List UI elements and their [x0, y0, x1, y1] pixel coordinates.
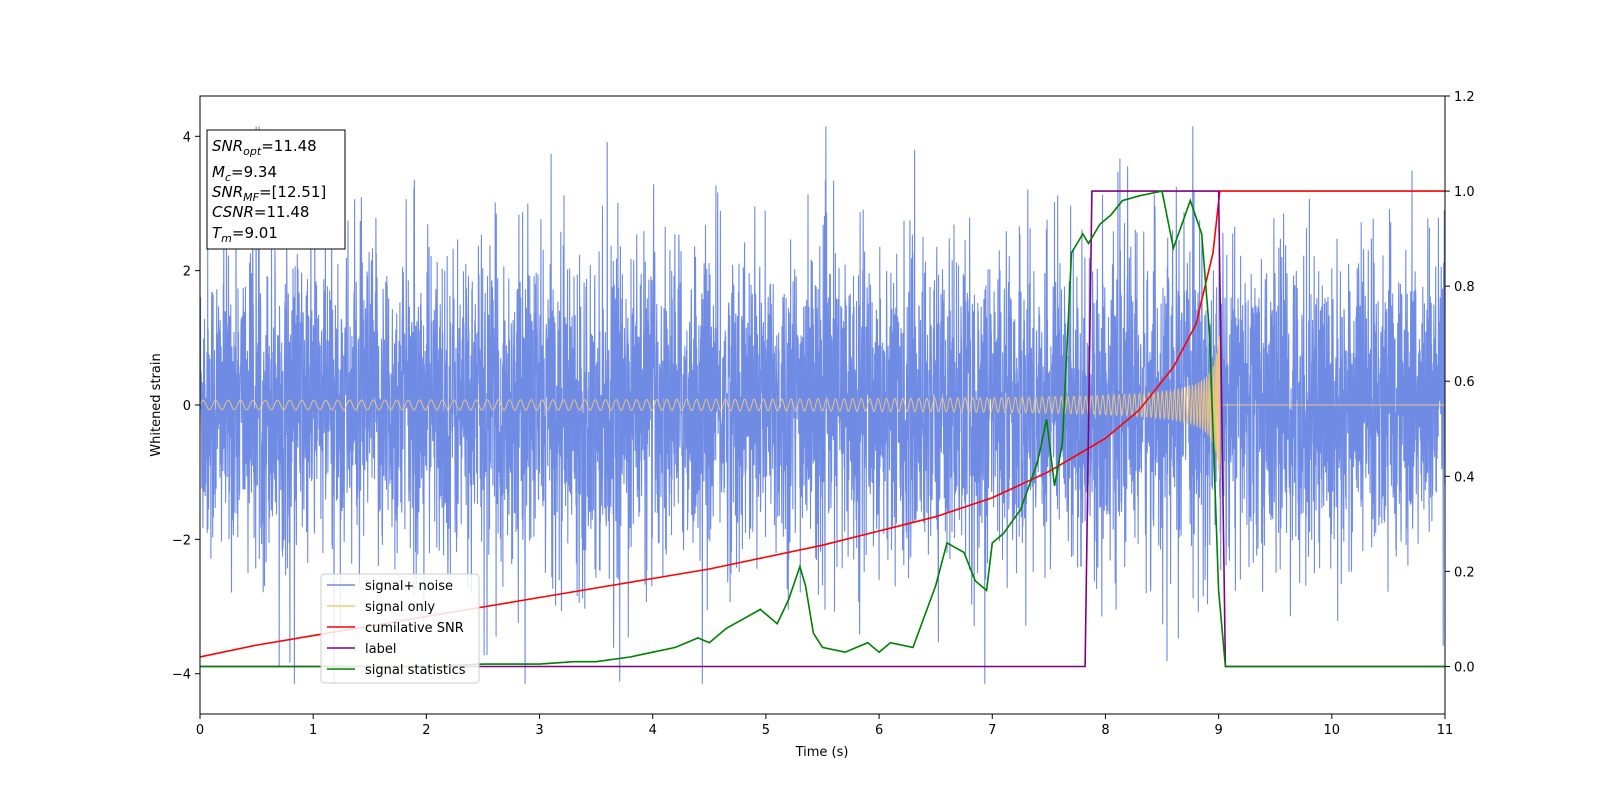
info-box: SNRopt=11.48 Mc=9.34 SNRMF=[12.51] CSNR=… [206, 129, 346, 250]
x-tick-label: 5 [762, 723, 770, 738]
series-signal-statistics [200, 190, 1445, 668]
x-tick-label: 0 [196, 723, 204, 738]
y-tick-label-right: 1.0 [1454, 185, 1475, 200]
y-tick-label-right: 0.2 [1454, 565, 1475, 580]
y-axis-left: −4 −2 0 2 4 [172, 130, 200, 683]
x-tick-label: 3 [535, 723, 543, 738]
y-tick-label-right: 0.4 [1454, 470, 1475, 485]
x-tick-label: 10 [1324, 723, 1341, 738]
x-axis: 0 1 2 3 4 5 6 7 8 9 10 11 [196, 714, 1453, 738]
legend-label: signal statistics [365, 663, 466, 678]
info-mc: Mc=9.34 [212, 163, 277, 184]
x-tick-label: 8 [1101, 723, 1109, 738]
legend-label: signal+ noise [365, 579, 453, 594]
legend: signal+ noise signal only cumilative SNR la… [320, 573, 480, 684]
info-snr-mf: SNRMF=[12.51] [212, 183, 326, 204]
x-tick-label: 9 [1214, 723, 1222, 738]
y-tick-label-right: 0.6 [1454, 375, 1475, 390]
series-signal-only [200, 335, 1445, 479]
y-tick-label-left: −4 [172, 668, 191, 683]
legend-label: label [365, 642, 396, 657]
y-axis-label: Whitened strain [149, 353, 164, 456]
x-tick-label: 1 [309, 723, 317, 738]
y-tick-label-left: 4 [183, 130, 191, 145]
series-signal-noise [200, 126, 1445, 684]
x-tick-label: 11 [1437, 723, 1454, 738]
y-tick-label-left: 2 [183, 265, 191, 280]
y-tick-label-right: 0.8 [1454, 280, 1475, 295]
y-tick-label-left: −2 [172, 533, 191, 548]
x-tick-label: 6 [875, 723, 883, 738]
y-tick-label-right: 1.2 [1454, 90, 1475, 105]
y-axis-right: 0.0 0.2 0.4 0.6 0.8 1.0 1.2 [1445, 90, 1475, 675]
legend-label: cumilative SNR [365, 621, 464, 636]
legend-label: signal only [365, 600, 435, 615]
y-tick-label-right: 0.0 [1454, 660, 1475, 675]
info-snr-opt: SNRopt=11.48 [212, 137, 317, 158]
x-axis-label: Time (s) [795, 745, 849, 760]
y-tick-label-left: 0 [183, 399, 191, 414]
info-csnr: CSNR=11.48 [212, 203, 309, 221]
info-tm: Tm=9.01 [212, 224, 278, 245]
x-tick-label: 7 [988, 723, 996, 738]
x-tick-label: 4 [649, 723, 657, 738]
x-tick-label: 2 [422, 723, 430, 738]
